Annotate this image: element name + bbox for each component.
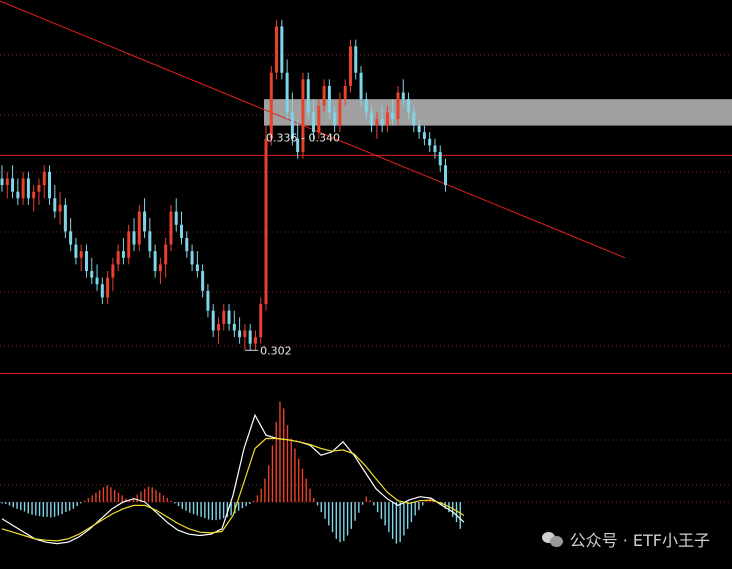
candle-body xyxy=(63,204,67,232)
support-band xyxy=(264,99,732,126)
candle-body xyxy=(428,138,432,146)
candle-body xyxy=(296,138,300,153)
candle-body xyxy=(433,145,437,153)
candle-body xyxy=(106,277,110,298)
candle-body xyxy=(269,72,273,139)
macd-line-dif xyxy=(1,413,465,545)
candle-body xyxy=(264,138,268,305)
candle-body xyxy=(301,79,305,153)
candle-body xyxy=(11,178,15,192)
candle-body xyxy=(327,85,331,113)
candle-body xyxy=(259,304,263,338)
candle-body xyxy=(185,237,189,252)
candle-body xyxy=(438,152,442,166)
candle-body xyxy=(153,251,157,272)
candle-body xyxy=(58,204,62,212)
candle-body xyxy=(391,112,395,119)
candle-body xyxy=(158,264,162,272)
candle-body xyxy=(148,231,152,252)
candle-body xyxy=(42,171,46,186)
candle-body xyxy=(238,330,242,338)
candle-body xyxy=(121,251,125,258)
candle-body xyxy=(169,211,173,245)
candle-body xyxy=(412,112,416,126)
candle-body xyxy=(95,277,99,285)
candle-body xyxy=(164,244,168,265)
candle-body xyxy=(417,125,421,133)
candle-body xyxy=(74,244,78,258)
candle-body xyxy=(0,178,4,186)
candle-body xyxy=(280,26,284,73)
candle-body xyxy=(343,85,347,100)
macd-panel xyxy=(0,401,732,545)
candle-body xyxy=(195,264,199,272)
candle-body xyxy=(16,191,20,199)
candle-body xyxy=(69,231,73,245)
candle-body xyxy=(317,105,321,133)
candle-body xyxy=(385,112,389,126)
candle-body xyxy=(401,92,405,100)
candle-body xyxy=(180,224,184,238)
candle-body xyxy=(422,132,426,139)
candle-body xyxy=(338,99,342,126)
candle-body xyxy=(127,231,131,258)
candle-body xyxy=(243,330,247,338)
candle-body xyxy=(222,310,226,324)
candle-body xyxy=(143,211,147,232)
candle-body xyxy=(333,112,337,126)
candle-body xyxy=(211,310,215,331)
candle-body xyxy=(322,85,326,106)
candle-body xyxy=(407,99,411,113)
candle-body xyxy=(396,92,400,119)
price-panel: 0.336 - 0.340 0.302 xyxy=(0,0,732,374)
candle-body xyxy=(137,211,141,245)
low-label: 0.302 xyxy=(260,344,292,357)
candle-body xyxy=(132,231,136,245)
candle-body xyxy=(84,251,88,272)
macd-line-dea xyxy=(1,437,465,542)
candle-body xyxy=(227,310,231,324)
candle-body xyxy=(232,323,236,331)
candle-body xyxy=(190,251,194,265)
candle-body xyxy=(21,178,25,199)
wechat-icon xyxy=(541,530,564,548)
candle-body xyxy=(100,284,104,298)
candle-body xyxy=(306,79,310,113)
candle-body xyxy=(37,185,41,192)
watermark: 公众号 · ETF小王子 xyxy=(541,527,710,551)
candle-body xyxy=(111,264,115,278)
candle-body xyxy=(26,178,30,199)
candle-body xyxy=(364,99,368,113)
candle-body xyxy=(48,171,52,199)
candle-body xyxy=(312,112,316,133)
candle-body xyxy=(354,46,358,73)
watermark-text: 公众号 · ETF小王子 xyxy=(569,531,710,550)
candle-body xyxy=(370,112,374,126)
candle-body xyxy=(380,118,384,126)
candle-body xyxy=(79,251,83,258)
candle-body xyxy=(375,118,379,126)
candle-body xyxy=(53,198,57,212)
band-label: 0.336 - 0.340 xyxy=(266,132,340,145)
candle-body xyxy=(90,271,94,278)
candle-body xyxy=(248,330,252,344)
candle-body xyxy=(5,178,9,186)
candle-body xyxy=(116,251,120,265)
candle-body xyxy=(174,211,178,225)
candle-body xyxy=(444,165,448,186)
candle-body xyxy=(359,72,363,100)
candle-body xyxy=(216,323,220,331)
candle-body xyxy=(253,337,257,344)
candle-body xyxy=(275,26,279,73)
candle-body xyxy=(32,191,36,199)
candle-body xyxy=(206,290,210,311)
candle-body xyxy=(201,271,205,291)
candle-body xyxy=(285,72,289,113)
candle-body xyxy=(348,46,352,86)
candle-body xyxy=(290,112,294,139)
